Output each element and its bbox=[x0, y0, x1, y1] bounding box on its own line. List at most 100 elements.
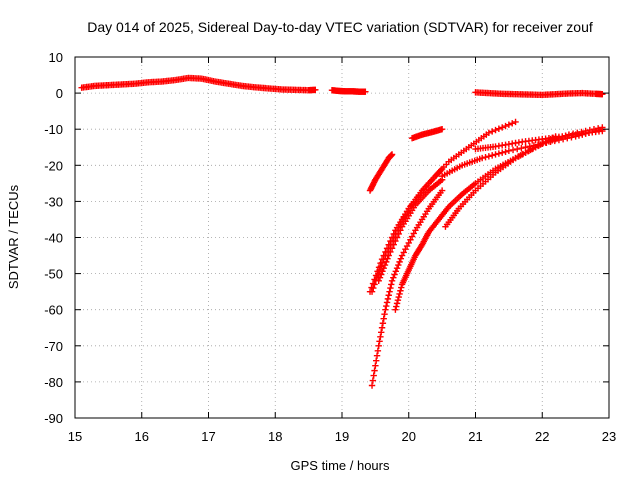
data-point bbox=[383, 299, 391, 306]
data-point bbox=[381, 311, 388, 318]
data-point bbox=[385, 245, 392, 252]
data-point bbox=[530, 142, 538, 149]
series-arc-j bbox=[472, 127, 606, 153]
y-tick-label: -20 bbox=[44, 158, 63, 173]
data-point bbox=[362, 88, 369, 95]
data-point bbox=[376, 338, 383, 345]
data-point bbox=[438, 187, 446, 194]
y-tick-label: -90 bbox=[44, 411, 63, 426]
data-point bbox=[396, 290, 403, 298]
y-axis-label: SDTVAR / TECUs bbox=[6, 184, 21, 289]
data-point bbox=[519, 151, 526, 158]
data-point bbox=[370, 284, 377, 292]
data-point bbox=[505, 147, 513, 155]
data-point bbox=[512, 154, 519, 162]
y-tick-label: -40 bbox=[44, 231, 63, 246]
data-point bbox=[526, 143, 533, 150]
x-tick-label: 15 bbox=[68, 429, 82, 444]
data-point bbox=[518, 144, 525, 152]
data-point bbox=[394, 297, 402, 304]
data-point bbox=[488, 152, 496, 159]
series-segment-3 bbox=[472, 89, 606, 99]
data-point bbox=[382, 306, 389, 313]
series-arc-b bbox=[408, 126, 446, 142]
y-tick-label: -30 bbox=[44, 194, 63, 209]
x-tick-label: 17 bbox=[201, 429, 215, 444]
data-point bbox=[397, 255, 405, 262]
grid-lines bbox=[75, 57, 609, 418]
data-point bbox=[515, 153, 523, 160]
data-point bbox=[393, 264, 401, 272]
data-point bbox=[376, 266, 383, 274]
data-point bbox=[387, 241, 394, 248]
y-tick-label: -60 bbox=[44, 303, 63, 318]
data-point bbox=[505, 121, 513, 128]
data-point bbox=[380, 315, 387, 322]
data-point bbox=[397, 287, 404, 294]
series-arc-e bbox=[368, 118, 519, 295]
data-point bbox=[388, 237, 396, 245]
data-point bbox=[485, 153, 493, 160]
series-arc-f bbox=[368, 187, 446, 389]
data-point bbox=[379, 320, 387, 327]
data-point bbox=[522, 149, 529, 156]
y-tick-label: 10 bbox=[49, 50, 63, 65]
data-point bbox=[374, 347, 382, 354]
data-point bbox=[383, 302, 390, 310]
data-point bbox=[384, 295, 392, 303]
data-point bbox=[388, 277, 396, 285]
data-point bbox=[387, 284, 394, 292]
data-point bbox=[499, 149, 506, 156]
x-axis-label: GPS time / hours bbox=[291, 458, 390, 473]
data-point bbox=[438, 126, 446, 133]
data-point bbox=[372, 362, 379, 369]
data-point bbox=[534, 141, 542, 148]
data-point bbox=[379, 268, 386, 275]
data-point bbox=[388, 281, 395, 288]
data-point bbox=[522, 144, 529, 151]
data-point bbox=[380, 255, 387, 263]
data-points bbox=[78, 74, 606, 389]
data-point bbox=[395, 261, 402, 269]
x-tick-label: 20 bbox=[402, 429, 416, 444]
data-point bbox=[499, 124, 506, 131]
data-point bbox=[385, 292, 392, 299]
data-point bbox=[369, 377, 377, 384]
series-segment-2 bbox=[328, 87, 369, 95]
data-point bbox=[378, 259, 386, 266]
data-point bbox=[375, 270, 382, 277]
data-point bbox=[391, 271, 398, 278]
data-point bbox=[398, 284, 405, 291]
x-tick-label: 19 bbox=[335, 429, 349, 444]
y-tick-label: -50 bbox=[44, 267, 63, 282]
data-point bbox=[396, 258, 403, 266]
data-point bbox=[512, 118, 519, 126]
data-point bbox=[312, 86, 319, 94]
data-point bbox=[478, 154, 486, 162]
data-point bbox=[547, 138, 554, 146]
data-point bbox=[371, 367, 378, 374]
y-tick-label: -10 bbox=[44, 122, 63, 137]
data-point bbox=[370, 372, 377, 379]
x-tick-label: 23 bbox=[602, 429, 616, 444]
data-point bbox=[377, 333, 384, 340]
data-point bbox=[488, 128, 496, 135]
data-point bbox=[495, 150, 503, 157]
data-point bbox=[492, 151, 499, 158]
data-point bbox=[372, 277, 379, 285]
data-point bbox=[395, 293, 402, 301]
data-point bbox=[509, 120, 516, 127]
x-tick-label: 18 bbox=[268, 429, 282, 444]
data-point bbox=[392, 306, 399, 313]
data-point bbox=[492, 126, 499, 134]
series-arc-a bbox=[366, 151, 396, 194]
data-point bbox=[383, 248, 391, 256]
data-point bbox=[514, 145, 521, 153]
data-point bbox=[502, 122, 509, 130]
data-point bbox=[482, 153, 489, 161]
data-point bbox=[368, 382, 376, 389]
data-point bbox=[382, 252, 389, 259]
data-point bbox=[485, 129, 493, 137]
